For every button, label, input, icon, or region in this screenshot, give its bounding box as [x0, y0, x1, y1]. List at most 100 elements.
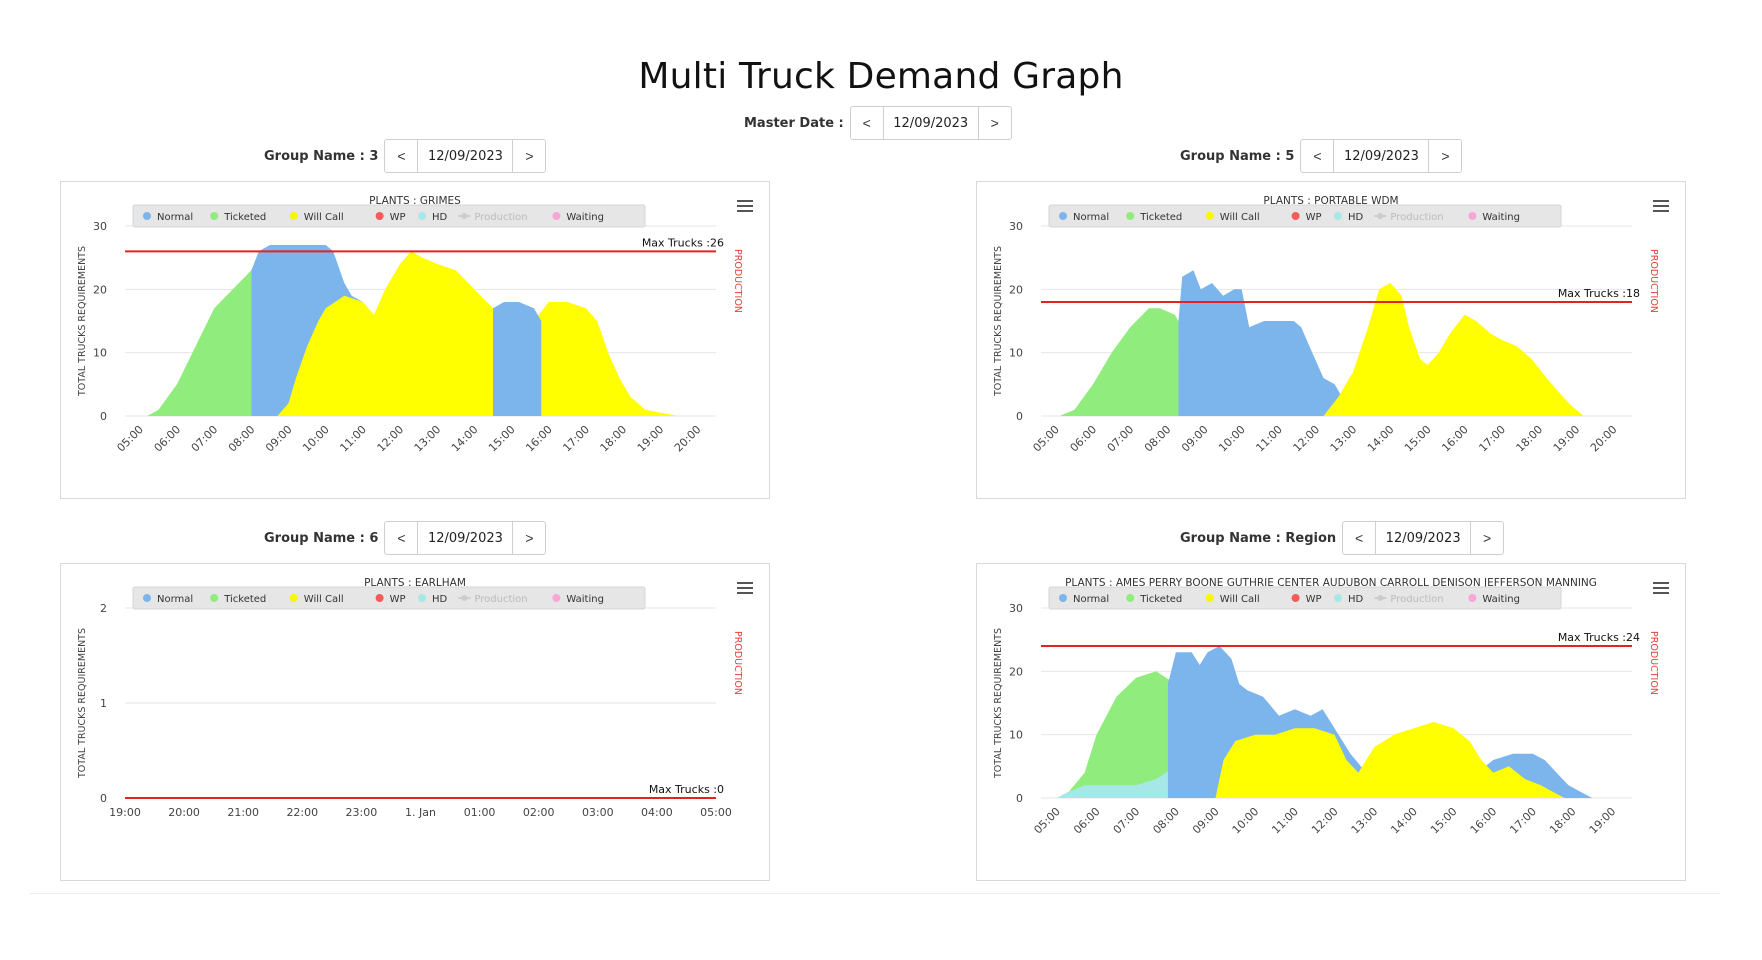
legend-box [1048, 586, 1562, 610]
group-date-prev-button[interactable]: < [385, 140, 419, 172]
y-tick-label: 0 [100, 410, 107, 423]
group-date-value[interactable]: 12/09/2023 [427, 148, 503, 164]
legend-dot-icon [375, 594, 384, 602]
legend-dot-icon [1468, 212, 1477, 220]
legend-dot-icon [210, 594, 219, 602]
legend-item-label: Will Call [1220, 212, 1260, 223]
legend-dot-icon [1334, 594, 1342, 602]
legend-marker [1377, 595, 1384, 601]
x-tick-label: 09:00 [1190, 805, 1222, 837]
page-title: Multi Truck Demand Graph [638, 56, 1124, 97]
x-tick-label: 08:00 [1142, 423, 1174, 455]
x-tick-label: 12:00 [1309, 805, 1341, 837]
series-area [1059, 308, 1212, 416]
legend-dot-icon [1334, 212, 1342, 220]
legend-box [132, 586, 646, 610]
x-tick-label: 08:00 [226, 423, 258, 455]
y-axis-title: TOTAL TRUCKS REQUIREMENTS [77, 246, 88, 397]
group-name-label: Group Name : 3 [264, 148, 379, 164]
chart-svg: PLANTS : AMES PERRY BOONE GUTHRIE CENTER… [993, 577, 1659, 837]
chart-menu-icon[interactable] [1653, 582, 1669, 596]
group-date-prev-button[interactable]: < [1301, 140, 1335, 172]
x-tick-label: 12:00 [375, 423, 407, 455]
legend-item-label: Will Call [304, 594, 344, 605]
x-tick-label: 16:00 [1439, 423, 1471, 455]
legend-item-label: Ticketed [1139, 594, 1182, 605]
y-tick-label: 0 [1016, 792, 1023, 805]
group-date-next-button[interactable]: > [512, 140, 545, 172]
x-tick-label: 11:00 [1269, 805, 1301, 837]
group-date-picker: < 12/09/2023 > [384, 521, 547, 555]
x-tick-label: 10:00 [1216, 423, 1248, 455]
x-tick-label: 09:00 [1179, 423, 1211, 455]
x-tick-label: 19:00 [635, 423, 667, 455]
chart-title: PLANTS : GRIMES [369, 195, 461, 207]
group-date-next-button[interactable]: > [1428, 140, 1461, 172]
chart-title: PLANTS : PORTABLE WDM [1263, 195, 1398, 207]
x-tick-label: 04:00 [641, 806, 673, 819]
master-date-next-button[interactable]: > [977, 107, 1011, 139]
series-area [492, 302, 542, 416]
y-tick-label: 20 [1009, 283, 1023, 296]
group-date-value[interactable]: 12/09/2023 [427, 530, 503, 546]
legend-box [1048, 204, 1562, 228]
x-tick-label: 21:00 [227, 806, 259, 819]
group-date-next-button[interactable]: > [512, 522, 545, 554]
master-date-label: Master Date : [744, 115, 844, 131]
legend-dot-icon [375, 212, 384, 220]
legend-dot-icon [143, 212, 151, 220]
x-tick-label: 05:00 [114, 423, 146, 455]
group-date-prev-button[interactable]: < [1343, 522, 1377, 554]
legend-dot-icon [143, 594, 151, 602]
legend-item-label: Waiting [1482, 212, 1520, 223]
x-tick-label: 20:00 [1588, 423, 1620, 455]
legend-item-label: HD [1348, 594, 1364, 605]
legend-dot-icon [1205, 212, 1214, 220]
x-tick-label: 07:00 [1111, 805, 1143, 837]
y-tick-label: 1 [100, 697, 107, 710]
x-tick-label: 13:00 [1328, 423, 1360, 455]
legend-item-label: Will Call [304, 212, 344, 223]
x-tick-label: 07:00 [189, 423, 221, 455]
y-tick-label: 20 [93, 283, 107, 296]
group-name-label: Group Name : 6 [264, 530, 379, 546]
x-tick-label: 16:00 [523, 423, 555, 455]
chart-menu-icon[interactable] [737, 200, 753, 214]
chart-svg: PLANTS : GRIMES 0 10 20 30 TOTAL TRUCKS REQUI… [77, 195, 743, 455]
chart-panel: PLANTS : PORTABLE WDM 0 10 20 30 TOTAL TRUCKS… [976, 181, 1686, 499]
group-date-next-button[interactable]: > [1470, 522, 1503, 554]
legend-item-label: HD [432, 212, 448, 223]
legend-item-label: Production [1390, 594, 1443, 605]
legend-marker [461, 595, 468, 601]
master-date-value[interactable]: 12/09/2023 [893, 115, 969, 131]
y-tick-label: 30 [93, 220, 107, 233]
legend-dot-icon [289, 212, 298, 220]
y2-axis-title: PRODUCTION [732, 249, 743, 313]
legend-dot-icon [1468, 594, 1477, 602]
legend-item-label: Production [1390, 212, 1443, 223]
chart-menu-icon[interactable] [737, 582, 753, 596]
chart-menu-icon[interactable] [1653, 200, 1669, 214]
x-tick-label: 05:00 [1030, 423, 1062, 455]
legend-dot-icon [1291, 594, 1300, 602]
master-date-prev-button[interactable]: < [851, 107, 884, 139]
x-tick-label: 06:00 [1068, 423, 1100, 455]
legend-dot-icon [418, 212, 426, 220]
group-date-prev-button[interactable]: < [385, 522, 419, 554]
group-date-value[interactable]: 12/09/2023 [1385, 530, 1461, 546]
legend-dot-icon [289, 594, 298, 602]
x-tick-label: 14:00 [1365, 423, 1397, 455]
group-date-picker: < 12/09/2023 > [1300, 139, 1463, 173]
series-area [1178, 270, 1354, 416]
legend-dot-icon [552, 594, 561, 602]
y-axis-title: TOTAL TRUCKS REQUIREMENTS [993, 628, 1004, 779]
group-date-value[interactable]: 12/09/2023 [1343, 148, 1419, 164]
x-tick-label: 11:00 [1253, 423, 1285, 455]
legend-dot-icon [1126, 212, 1135, 220]
legend-item-label: Waiting [566, 594, 604, 605]
legend-item-label: WP [390, 212, 406, 223]
legend-marker [461, 213, 468, 219]
legend-item-label: Normal [1073, 594, 1109, 605]
y-tick-label: 30 [1009, 602, 1023, 615]
x-tick-label: 10:00 [1230, 805, 1262, 837]
